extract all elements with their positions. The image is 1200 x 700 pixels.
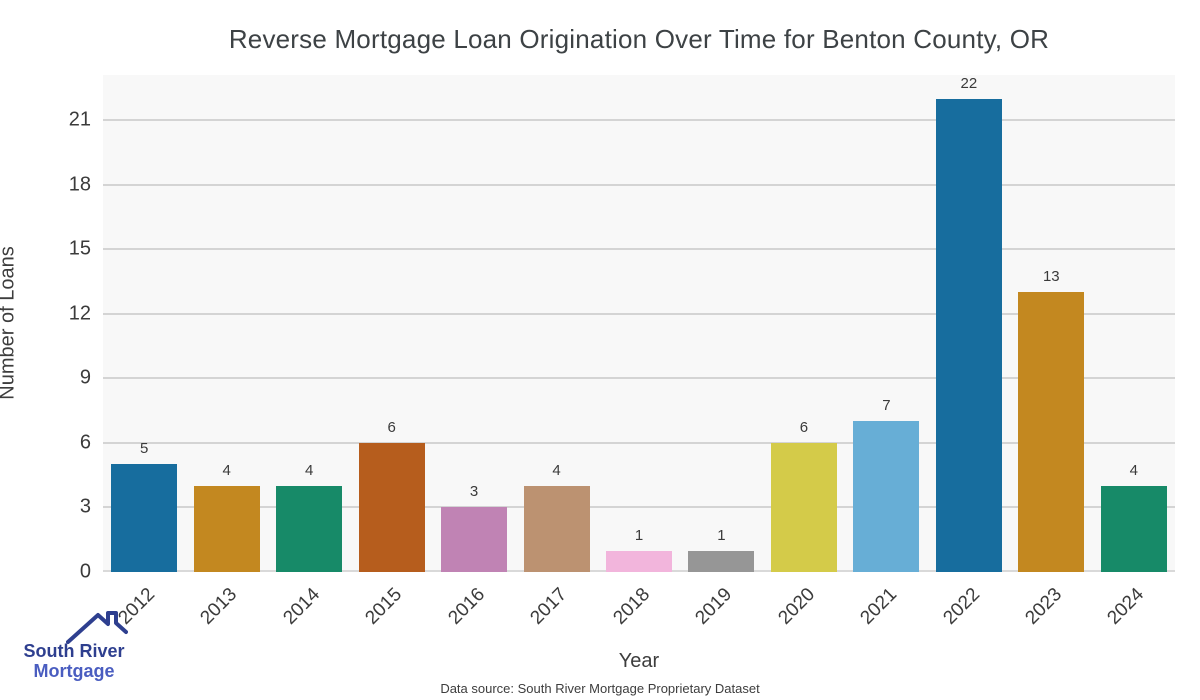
y-tick-label: 18 <box>68 173 91 196</box>
x-tick-label: 2024 <box>1103 584 1149 629</box>
bar-value-label: 7 <box>882 397 891 415</box>
bar-2021 <box>853 421 920 572</box>
bar-2023 <box>1018 292 1085 572</box>
y-tick-label: 15 <box>68 237 91 260</box>
x-axis-title: Year <box>618 650 660 672</box>
x-tick-label: 2018 <box>609 584 654 629</box>
gridline <box>103 248 1175 251</box>
bar-2014 <box>276 485 343 572</box>
y-tick-label: 3 <box>79 495 91 518</box>
bar-2017 <box>523 485 590 572</box>
x-tick-label: 2023 <box>1021 584 1067 629</box>
x-tick-label: 2016 <box>444 584 489 629</box>
logo-text-line1: South River <box>23 641 125 662</box>
bar-value-label: 3 <box>469 483 479 501</box>
x-tick-label: 2017 <box>526 584 572 629</box>
gridline <box>103 312 1175 315</box>
bar-value-label: 4 <box>304 461 314 479</box>
bar-value-label: 6 <box>799 418 809 436</box>
bar-2019 <box>688 550 755 572</box>
y-tick-label: 12 <box>68 302 91 325</box>
south-river-mortgage-logo: South River Mortgage <box>14 610 134 682</box>
bar-2015 <box>358 442 425 572</box>
data-source-note: Data source: South River Mortgage Propri… <box>440 681 760 696</box>
gridline <box>103 377 1175 380</box>
x-tick-label: 2014 <box>279 584 324 629</box>
bar-value-label: 1 <box>634 526 644 544</box>
bar-2012 <box>111 464 178 572</box>
bar-2018 <box>606 550 672 572</box>
x-axis-ticks: 2012 2013 2014 2015 2016 2017 2018 2019 2020 2021… <box>103 572 1175 642</box>
x-tick-label: 2020 <box>774 584 819 629</box>
bar-value-label: 4 <box>1129 461 1138 479</box>
bar-2024 <box>1100 485 1167 572</box>
bar-value-label: 4 <box>552 461 561 479</box>
y-tick-label: 9 <box>79 366 91 389</box>
bar-2016 <box>441 507 508 572</box>
bar-value-label: 6 <box>387 418 396 436</box>
bar-value-label: 13 <box>1042 268 1060 286</box>
x-tick-label: 2019 <box>691 584 737 629</box>
gridline <box>103 183 1175 186</box>
y-tick-label: 21 <box>68 108 91 131</box>
plot-area: 5 4 4 6 3 4 1 1 6 7 22 13 4 <box>103 75 1175 572</box>
bar-value-label: 5 <box>140 440 149 458</box>
chart-title: Reverse Mortgage Loan Origination Over T… <box>228 24 1050 54</box>
gridline <box>103 441 1175 444</box>
y-axis-ticks: 0 3 6 9 12 15 18 21 <box>0 75 91 583</box>
x-tick-label: 2015 <box>361 584 407 629</box>
y-tick-label: 6 <box>79 431 91 454</box>
bar-value-label: 4 <box>222 461 231 479</box>
x-tick-label: 2021 <box>856 584 902 629</box>
logo-text-line2: Mortgage <box>33 661 115 682</box>
gridline <box>103 119 1175 122</box>
house-roof-icon <box>66 611 128 645</box>
x-tick-label: 2022 <box>938 584 984 629</box>
bar-2022 <box>935 98 1002 572</box>
gridline <box>103 506 1175 509</box>
bar-value-label: 22 <box>960 74 978 92</box>
x-tick-label: 2013 <box>196 584 242 629</box>
bar-2020 <box>770 442 837 572</box>
bar-value-label: 1 <box>717 526 726 544</box>
y-tick-label: 0 <box>79 560 91 583</box>
bar-2013 <box>193 485 260 572</box>
